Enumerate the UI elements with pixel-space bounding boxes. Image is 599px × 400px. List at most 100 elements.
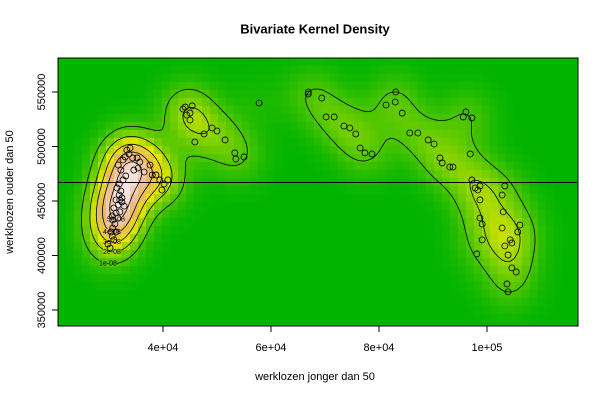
heat-cell bbox=[242, 82, 251, 91]
heat-cell bbox=[570, 282, 579, 291]
heat-cell bbox=[330, 210, 339, 219]
heat-cell bbox=[186, 154, 195, 163]
heat-cell bbox=[490, 186, 499, 195]
heat-cell bbox=[138, 218, 147, 227]
heat-cell bbox=[234, 162, 243, 171]
heat-cell bbox=[258, 162, 267, 171]
heat-cell bbox=[122, 130, 131, 139]
heat-cell bbox=[474, 218, 483, 227]
heat-cell bbox=[194, 114, 203, 123]
heat-cell bbox=[378, 138, 387, 147]
heat-cell bbox=[402, 250, 411, 259]
heat-cell bbox=[66, 266, 75, 275]
heat-cell bbox=[386, 306, 395, 315]
heat-cell bbox=[58, 138, 67, 147]
heat-cell bbox=[482, 122, 491, 131]
heat-cell bbox=[114, 98, 123, 107]
heat-cell bbox=[242, 106, 251, 115]
heat-cell bbox=[378, 90, 387, 99]
heat-cell bbox=[490, 130, 499, 139]
heat-cell bbox=[562, 98, 571, 107]
heat-cell bbox=[306, 266, 315, 275]
heat-cell bbox=[106, 90, 115, 99]
heat-cell bbox=[450, 314, 459, 323]
heat-cell bbox=[402, 66, 411, 75]
data-point bbox=[108, 232, 116, 240]
heat-cell bbox=[442, 298, 451, 307]
heat-cell bbox=[282, 194, 291, 203]
heat-cell bbox=[194, 202, 203, 211]
heat-cell bbox=[298, 138, 307, 147]
heat-cell bbox=[330, 106, 339, 115]
heat-cell bbox=[570, 146, 579, 155]
heat-cell bbox=[258, 242, 267, 251]
heat-cell bbox=[98, 266, 107, 275]
heat-cell bbox=[346, 74, 355, 83]
heat-cell bbox=[82, 186, 91, 195]
heat-cell bbox=[538, 106, 547, 115]
data-point bbox=[107, 228, 115, 236]
heat-cell bbox=[562, 122, 571, 131]
heat-cell bbox=[322, 146, 331, 155]
heat-cell bbox=[498, 154, 507, 163]
heat-cell bbox=[514, 314, 523, 323]
heat-cell bbox=[250, 266, 259, 275]
heat-cell bbox=[146, 74, 155, 83]
heat-cell bbox=[514, 306, 523, 315]
heat-cell bbox=[58, 170, 67, 179]
heat-cell bbox=[378, 170, 387, 179]
data-point bbox=[318, 94, 326, 102]
heat-cell bbox=[450, 186, 459, 195]
heat-cell bbox=[346, 290, 355, 299]
heat-cell bbox=[82, 170, 91, 179]
heat-cell bbox=[450, 130, 459, 139]
data-point bbox=[508, 264, 516, 272]
heat-cell bbox=[162, 90, 171, 99]
heat-cell bbox=[362, 138, 371, 147]
heat-cell bbox=[186, 90, 195, 99]
heat-cell bbox=[242, 210, 251, 219]
heat-cell bbox=[202, 266, 211, 275]
heat-cell bbox=[154, 266, 163, 275]
heat-cell bbox=[314, 322, 323, 327]
heat-cell bbox=[522, 274, 531, 283]
heat-cell bbox=[210, 290, 219, 299]
heat-cell bbox=[146, 306, 155, 315]
data-point bbox=[498, 191, 506, 199]
heat-cell bbox=[466, 122, 475, 131]
heat-cell bbox=[138, 210, 147, 219]
heat-cell bbox=[74, 74, 83, 83]
heat-cell bbox=[250, 138, 259, 147]
heat-cell bbox=[538, 162, 547, 171]
heat-cell bbox=[410, 146, 419, 155]
heat-cell bbox=[178, 314, 187, 323]
heat-cell bbox=[354, 282, 363, 291]
data-point bbox=[123, 146, 131, 154]
heat-cell bbox=[226, 282, 235, 291]
heat-cell bbox=[98, 122, 107, 131]
heat-cell bbox=[538, 98, 547, 107]
heat-cell bbox=[338, 154, 347, 163]
heat-cell bbox=[122, 298, 131, 307]
heat-cell bbox=[178, 258, 187, 267]
heat-cell bbox=[514, 266, 523, 275]
heat-cell bbox=[114, 298, 123, 307]
heat-cell bbox=[458, 122, 467, 131]
heat-cell bbox=[266, 122, 275, 131]
heat-cell bbox=[90, 210, 99, 219]
heat-cell bbox=[138, 242, 147, 251]
heat-cell bbox=[202, 314, 211, 323]
heat-cell bbox=[82, 90, 91, 99]
heat-cell bbox=[66, 218, 75, 227]
heat-cell bbox=[106, 282, 115, 291]
heat-cell bbox=[138, 106, 147, 115]
heat-cell bbox=[282, 266, 291, 275]
heat-cell bbox=[346, 250, 355, 259]
heat-cell bbox=[490, 98, 499, 107]
heat-cell bbox=[530, 202, 539, 211]
heat-cell bbox=[106, 58, 115, 67]
heat-cell bbox=[114, 122, 123, 131]
heat-cell bbox=[234, 202, 243, 211]
heat-cell bbox=[122, 266, 131, 275]
heat-cell bbox=[490, 58, 499, 67]
